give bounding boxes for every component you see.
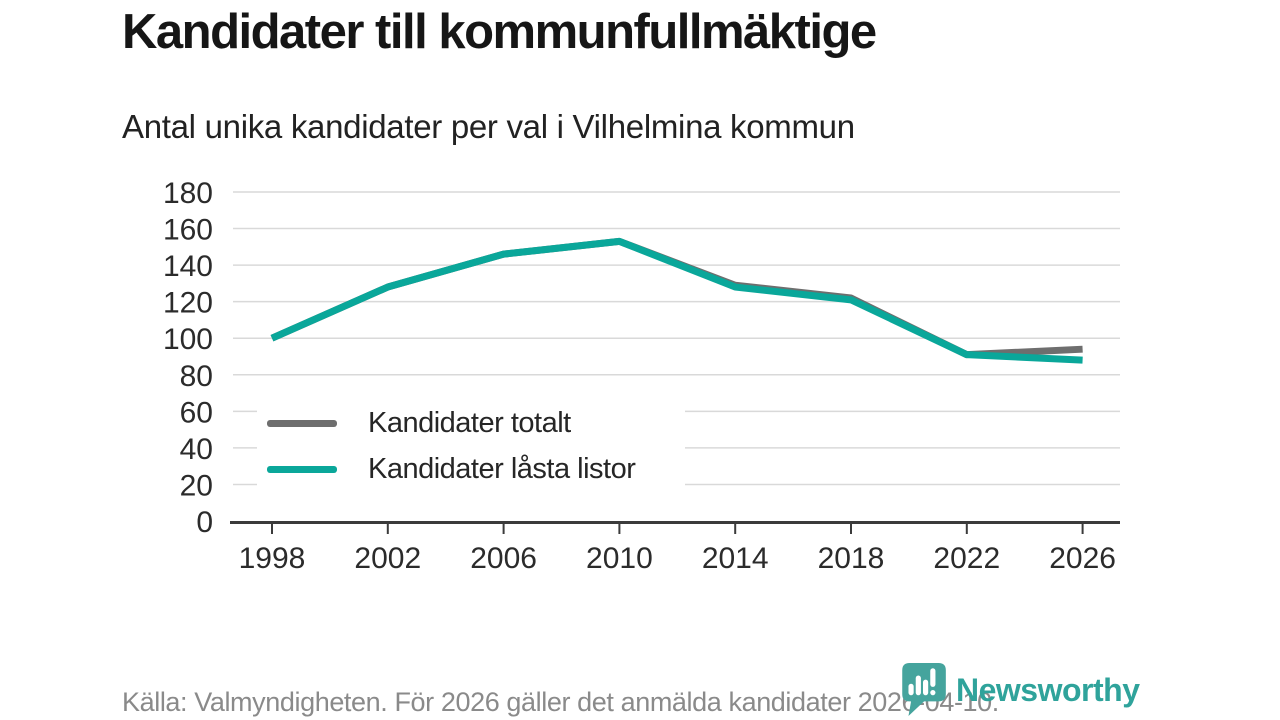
x-tick-label: 2022: [933, 542, 1000, 575]
y-tick-label: 140: [163, 250, 213, 283]
series-line-1: [270, 237, 1083, 364]
legend-label-totalt: Kandidater totalt: [368, 407, 571, 440]
x-tick-label: 2006: [470, 542, 537, 575]
y-tick-label: 20: [180, 469, 213, 502]
legend-swatch-lasta-listor-icon: [267, 465, 337, 473]
source-note: Källa: Valmyndigheten. För 2026 gäller d…: [122, 687, 999, 717]
y-tick-label: 80: [180, 360, 213, 393]
newsworthy-logo-icon: [902, 663, 946, 716]
x-tick-label: 2010: [586, 542, 653, 575]
legend-item-totalt: Kandidater totalt: [257, 407, 685, 440]
y-tick-label: 40: [180, 433, 213, 466]
legend-item-lasta-listor: Kandidater låsta listor: [257, 453, 685, 486]
newsworthy-logo: Newsworthy: [898, 662, 1140, 717]
page-subtitle: Antal unika kandidater per val i Vilhelm…: [122, 108, 855, 145]
x-tick-label: 2018: [818, 542, 885, 575]
page-title: Kandidater till kommunfullmäktige: [122, 5, 877, 59]
y-tick-label: 160: [163, 214, 213, 247]
chart-legend: Kandidater totalt Kandidater låsta listo…: [257, 399, 685, 494]
y-tick-label: 120: [163, 287, 213, 320]
y-tick-label: 180: [163, 180, 213, 210]
y-tick-label: 100: [163, 323, 213, 356]
legend-label-lasta-listor: Kandidater låsta listor: [368, 452, 636, 485]
x-tick-label: 2014: [702, 542, 769, 575]
x-tick-label: 2026: [1049, 542, 1116, 575]
legend-swatch-totalt-icon: [267, 420, 337, 428]
y-tick-label: 0: [196, 506, 213, 539]
x-tick-label: 1998: [239, 542, 306, 575]
y-tick-label: 60: [180, 396, 213, 429]
x-tick-label: 2002: [354, 542, 421, 575]
newsworthy-logo-text: Newsworthy: [956, 672, 1140, 708]
